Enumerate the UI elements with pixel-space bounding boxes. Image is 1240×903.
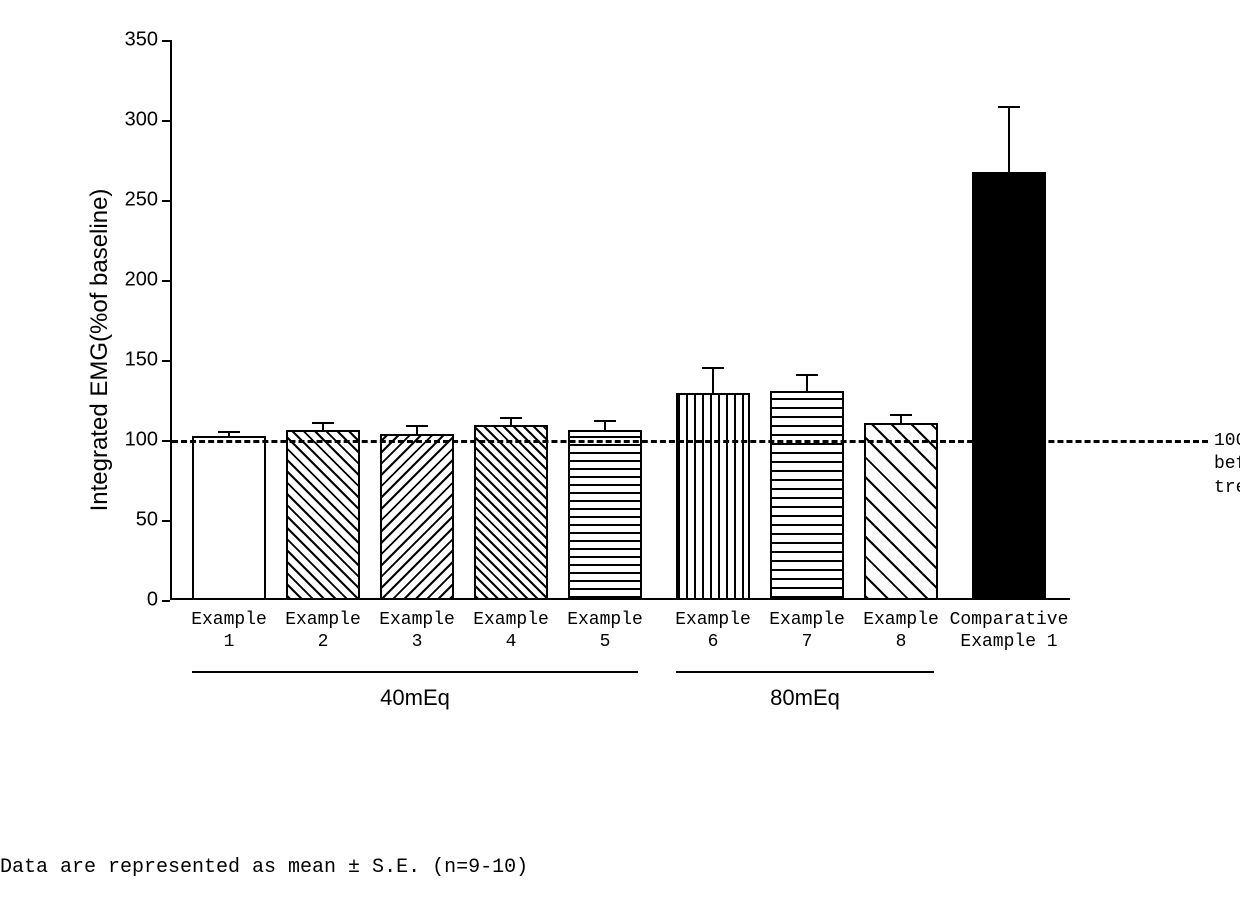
bar-x-label: ComparativeExample 1: [934, 610, 1084, 653]
bar-x-label: Example3: [372, 610, 462, 653]
bar-rect: [570, 432, 640, 598]
bar-rect: [866, 425, 936, 598]
bar-rect: [678, 395, 748, 598]
error-bar: [322, 424, 324, 432]
y-tick: [162, 120, 170, 122]
reference-line-label-1: 100%:: [1214, 430, 1240, 453]
y-tick-label: 100: [110, 429, 158, 452]
bar-rect: [476, 427, 546, 598]
error-bar-cap: [890, 414, 912, 416]
error-bar: [806, 376, 808, 394]
y-tick: [162, 520, 170, 522]
error-bar-cap: [218, 431, 240, 433]
error-bar: [900, 416, 902, 426]
y-tick-label: 200: [110, 269, 158, 292]
error-bar-cap: [998, 106, 1020, 108]
bar-x-label: Example8: [856, 610, 946, 653]
y-tick: [162, 440, 170, 442]
error-bar-cap: [594, 420, 616, 422]
bar-x-label: Example4: [466, 610, 556, 653]
y-tick-label: 350: [110, 29, 158, 52]
y-tick: [162, 200, 170, 202]
error-bar-cap: [702, 367, 724, 369]
bar-5: Example5: [570, 40, 640, 598]
bar-3: Example3: [382, 40, 452, 598]
reference-line: [172, 440, 1208, 443]
error-bar: [604, 422, 606, 432]
bar-7: Example7: [772, 40, 842, 598]
error-bar: [228, 433, 230, 438]
bar-8: Example8: [866, 40, 936, 598]
bar-x-label: Example1: [184, 610, 274, 653]
group-label: 40mEq: [380, 685, 450, 711]
error-bar-cap: [406, 425, 428, 427]
bar-x-label: Example5: [560, 610, 650, 653]
error-bar-cap: [312, 422, 334, 424]
bar-9: ComparativeExample 1: [974, 40, 1044, 598]
bar-2: Example2: [288, 40, 358, 598]
y-tick: [162, 360, 170, 362]
bar-rect: [288, 432, 358, 598]
error-bar: [510, 419, 512, 427]
group-label: 80mEq: [770, 685, 840, 711]
y-tick-label: 250: [110, 189, 158, 212]
bar-x-label: Example7: [762, 610, 852, 653]
reference-line-label-2: before: [1214, 453, 1240, 476]
bar-6: Example6: [678, 40, 748, 598]
bar-rect: [382, 436, 452, 598]
y-tick-label: 0: [110, 589, 158, 612]
bar-x-label: Example2: [278, 610, 368, 653]
bar-4: Example4: [476, 40, 546, 598]
group-underline: [676, 671, 934, 673]
group-underline: [192, 671, 638, 673]
bar-rect: [194, 438, 264, 598]
error-bar: [712, 369, 714, 395]
error-bar-cap: [500, 417, 522, 419]
emg-bar-chart: Integrated EMG(%of baseline) 05010015020…: [110, 30, 1190, 670]
y-tick-label: 150: [110, 349, 158, 372]
bar-rect: [772, 393, 842, 598]
error-bar: [416, 427, 418, 437]
error-bar: [1008, 108, 1010, 174]
y-tick: [162, 280, 170, 282]
reference-line-label: 100%: before treatment: [1214, 430, 1240, 500]
y-tick-label: 300: [110, 109, 158, 132]
plot-area: Example1 Example2 Example3 Example4 Example5…: [170, 40, 1070, 600]
chart-caption: Data are represented as mean ± S.E. (n=9…: [0, 856, 528, 879]
error-bar-cap: [796, 374, 818, 376]
y-tick-label: 50: [110, 509, 158, 532]
bar-rect: [974, 174, 1044, 598]
bar-1: Example1: [194, 40, 264, 598]
bar-x-label: Example6: [668, 610, 758, 653]
y-tick: [162, 600, 170, 602]
y-tick: [162, 40, 170, 42]
reference-line-label-3: treatment: [1214, 477, 1240, 500]
